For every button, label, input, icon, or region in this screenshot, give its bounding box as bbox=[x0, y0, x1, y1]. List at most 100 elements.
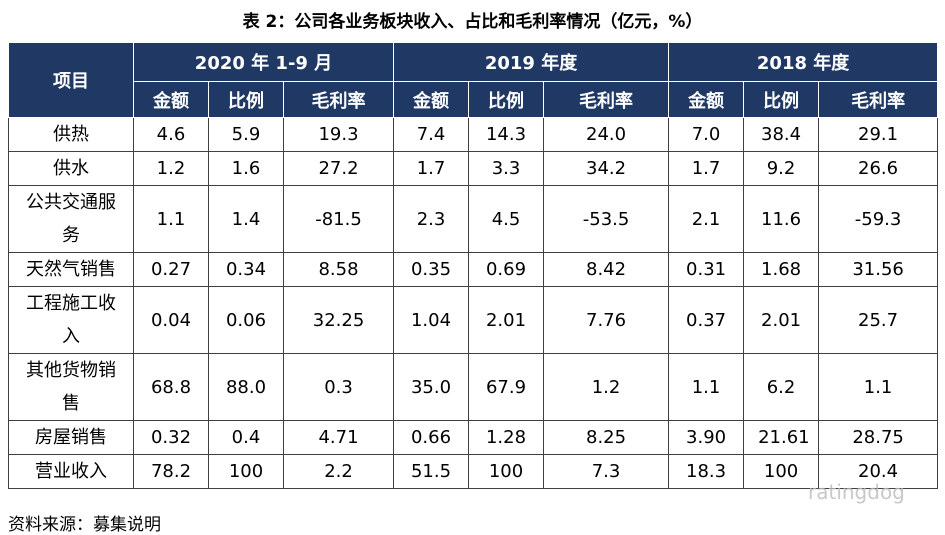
header-cell: 毛利率 bbox=[818, 81, 939, 118]
table-cell: 2.01 bbox=[743, 286, 820, 354]
table-cell: 3.3 bbox=[468, 151, 545, 186]
header-cell: 项目 bbox=[8, 42, 134, 118]
table-cell: 51.5 bbox=[393, 454, 470, 489]
table-row: 天然气销售 0.27 0.34 8.58 0.35 0.69 8.42 0.31 1.68 31.… bbox=[8, 252, 939, 287]
header-cell: 比例 bbox=[468, 81, 545, 118]
table-cell: 2.01 bbox=[468, 286, 545, 354]
row-label: 供水 bbox=[8, 151, 134, 186]
table-cell: 1.1 bbox=[818, 353, 939, 421]
table-cell: 0.37 bbox=[668, 286, 745, 354]
table-cell: 8.58 bbox=[282, 252, 395, 287]
table-cell: 7.4 bbox=[393, 117, 470, 152]
header-row: 金额 比例 毛利率 金额 比例 毛利率 金额 比例 毛利率 bbox=[9, 81, 939, 118]
table-cell: 4.71 bbox=[282, 420, 395, 455]
row-label: 其他货物销售 bbox=[8, 353, 134, 421]
table-cell: 1.1 bbox=[133, 185, 209, 253]
table-cell: -53.5 bbox=[543, 185, 670, 253]
row-label: 公共交通服务 bbox=[8, 185, 134, 253]
header-cell: 比例 bbox=[208, 81, 284, 118]
table-cell: 18.3 bbox=[668, 454, 745, 489]
table-cell: 100 bbox=[743, 454, 820, 489]
table-cell: 14.3 bbox=[468, 117, 545, 152]
table-cell: 38.4 bbox=[743, 117, 820, 152]
table-cell: -59.3 bbox=[818, 185, 939, 253]
table-cell: 1.6 bbox=[208, 151, 284, 186]
header-cell: 毛利率 bbox=[282, 81, 395, 118]
table-cell: 34.2 bbox=[543, 151, 670, 186]
table-cell: 20.4 bbox=[818, 454, 939, 489]
table-cell: 3.90 bbox=[668, 420, 745, 455]
table-row: 工程施工收入 0.04 0.06 32.25 1.04 2.01 7.76 0.37 2.01 2… bbox=[8, 286, 939, 354]
table-cell: 2.3 bbox=[393, 185, 470, 253]
header-cell: 2018 年度 bbox=[668, 42, 939, 82]
row-label: 供热 bbox=[8, 117, 134, 152]
table-cell: 4.5 bbox=[468, 185, 545, 253]
table-cell: 100 bbox=[468, 454, 545, 489]
table-cell: 68.8 bbox=[133, 353, 209, 421]
table-cell: 2.1 bbox=[668, 185, 745, 253]
table-cell: 8.25 bbox=[543, 420, 670, 455]
table-cell: 19.3 bbox=[282, 117, 395, 152]
data-table: 项目 2020 年 1-9 月 2019 年度 2018 年度 金额 比例 毛利率 金额 比例毛… bbox=[8, 42, 939, 489]
table-cell: 0.27 bbox=[133, 252, 209, 287]
header-row: 项目 2020 年 1-9 月 2019 年度 2018 年度 bbox=[8, 42, 939, 118]
table-cell: 0.35 bbox=[393, 252, 470, 287]
table-row: 营业收入 78.2 100 2.2 51.5 100 7.3 18.3 100 20.4 bbox=[8, 454, 939, 489]
table-cell: -81.5 bbox=[282, 185, 395, 253]
table-cell: 8.42 bbox=[543, 252, 670, 287]
table-cell: 1.7 bbox=[668, 151, 745, 186]
table-row: 其他货物销售 68.8 88.0 0.3 35.0 67.9 1.2 1.1 6.2 1.1 bbox=[8, 353, 939, 421]
source-note: 资料来源：募集说明 bbox=[8, 515, 161, 535]
row-label: 房屋销售 bbox=[8, 420, 134, 455]
table-cell: 0.06 bbox=[208, 286, 284, 354]
table-cell: 25.7 bbox=[818, 286, 939, 354]
table-row: 供热 4.6 5.9 19.3 7.4 14.3 24.0 7.0 38.4 29.1 bbox=[8, 117, 939, 152]
table-cell: 4.6 bbox=[133, 117, 209, 152]
table-cell: 21.61 bbox=[743, 420, 820, 455]
table-cell: 0.69 bbox=[468, 252, 545, 287]
table-cell: 1.2 bbox=[543, 353, 670, 421]
table-cell: 0.3 bbox=[282, 353, 395, 421]
table-cell: 0.31 bbox=[668, 252, 745, 287]
row-label: 营业收入 bbox=[8, 454, 134, 489]
table-body: 供热 4.6 5.9 19.3 7.4 14.3 24.0 7.0 38.4 29.1 供水 1.2 1… bbox=[8, 117, 939, 489]
table-cell: 67.9 bbox=[468, 353, 545, 421]
table-cell: 100 bbox=[208, 454, 284, 489]
table-cell: 1.1 bbox=[668, 353, 745, 421]
table-row: 房屋销售 0.32 0.4 4.71 0.66 1.28 8.25 3.90 21.61 28.7… bbox=[8, 420, 939, 455]
header-cell: 金额 bbox=[393, 81, 470, 118]
header-cell: 金额 bbox=[133, 81, 209, 118]
header-cell: 毛利率 bbox=[543, 81, 670, 118]
table-cell: 0.4 bbox=[208, 420, 284, 455]
table-cell: 1.2 bbox=[133, 151, 209, 186]
header-cell: 2019 年度 bbox=[393, 42, 670, 82]
table-cell: 24.0 bbox=[543, 117, 670, 152]
table-cell: 28.75 bbox=[818, 420, 939, 455]
table-cell: 26.6 bbox=[818, 151, 939, 186]
table-cell: 11.6 bbox=[743, 185, 820, 253]
header-cell: 金额 bbox=[668, 81, 745, 118]
row-label: 天然气销售 bbox=[8, 252, 134, 287]
header-cell: 2020 年 1-9 月 bbox=[132, 42, 395, 82]
table-cell: 2.2 bbox=[282, 454, 395, 489]
table-row: 供水 1.2 1.6 27.2 1.7 3.3 34.2 1.7 9.2 26.6 bbox=[8, 151, 939, 186]
table-cell: 78.2 bbox=[133, 454, 209, 489]
table-cell: 0.32 bbox=[133, 420, 209, 455]
table-cell: 31.56 bbox=[818, 252, 939, 287]
table-cell: 1.28 bbox=[468, 420, 545, 455]
table-cell: 35.0 bbox=[393, 353, 470, 421]
table-cell: 1.04 bbox=[393, 286, 470, 354]
table-cell: 7.76 bbox=[543, 286, 670, 354]
table-row: 公共交通服务 1.1 1.4 -81.5 2.3 4.5 -53.5 2.1 11.6 -59.3 bbox=[8, 185, 939, 253]
table-cell: 9.2 bbox=[743, 151, 820, 186]
watermark: ratingdog bbox=[808, 480, 905, 504]
table-cell: 5.9 bbox=[208, 117, 284, 152]
table-cell: 1.68 bbox=[743, 252, 820, 287]
table-cell: 29.1 bbox=[818, 117, 939, 152]
table-head: 项目 2020 年 1-9 月 2019 年度 2018 年度 金额 比例 毛利率 金额 比例毛… bbox=[8, 42, 939, 118]
table-cell: 1.4 bbox=[208, 185, 284, 253]
table-title: 表 2：公司各业务板块收入、占比和毛利率情况（亿元，%） bbox=[242, 12, 703, 32]
table-cell: 6.2 bbox=[743, 353, 820, 421]
row-label: 工程施工收入 bbox=[8, 286, 134, 354]
